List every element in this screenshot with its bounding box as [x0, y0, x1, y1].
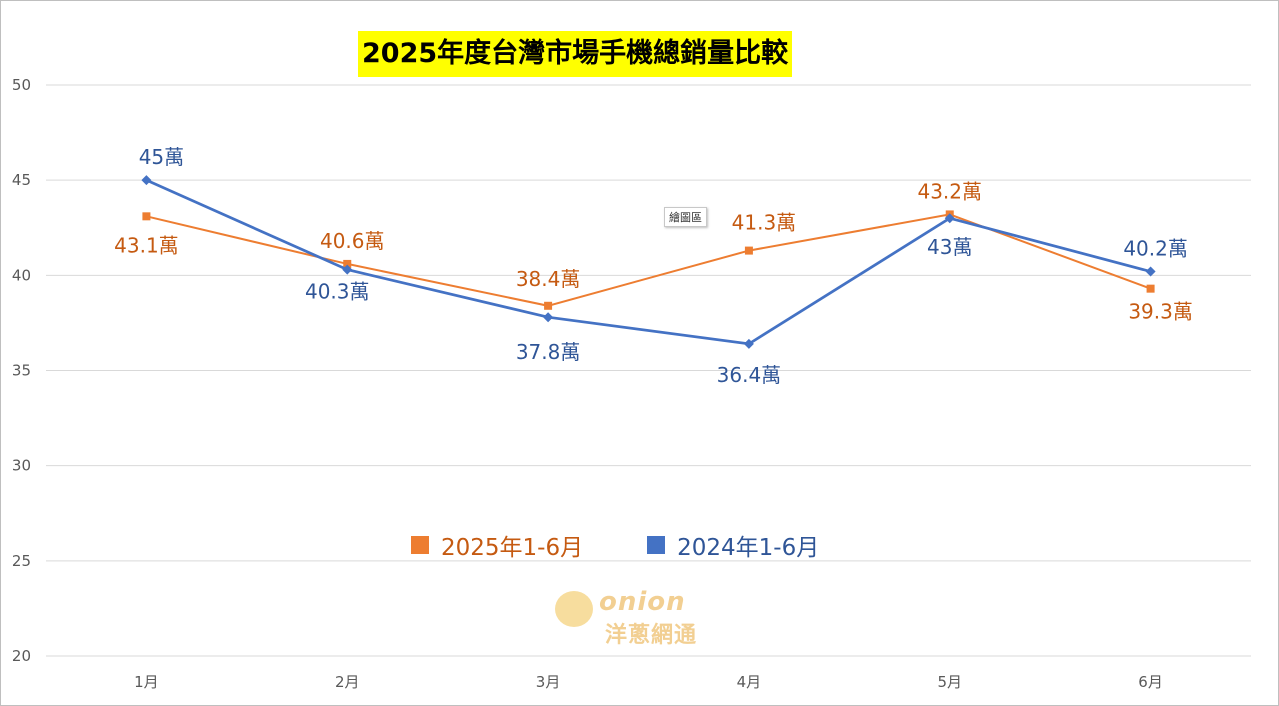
data-point [1145, 266, 1156, 277]
y-tick-label: 25 [12, 552, 31, 570]
data-label: 40.3萬 [305, 280, 370, 304]
data-point [343, 259, 352, 268]
y-tick-label: 40 [12, 266, 31, 284]
data-point [744, 246, 753, 255]
series-line-2025 [146, 213, 1151, 307]
legend-label-2024: 2024年1-6月 [677, 535, 820, 561]
chart-title: 2025年度台灣市場手機總銷量比較 [358, 31, 793, 77]
data-label: 37.8萬 [516, 340, 581, 364]
data-point [142, 212, 151, 221]
series-line-2024 [145, 178, 1151, 346]
data-label: 45萬 [139, 145, 184, 169]
x-tick-label: 1月 [134, 673, 159, 691]
legend-swatch-2025 [411, 536, 429, 554]
y-tick-label: 45 [12, 171, 31, 189]
plot-area-tooltip: 繪圖區 [664, 207, 707, 227]
data-point [543, 312, 554, 323]
data-point [544, 301, 553, 310]
chart-legend: 2025年1-6月 2024年1-6月 [411, 528, 819, 562]
legend-swatch-2024 [647, 536, 666, 554]
data-label: 36.4萬 [717, 363, 782, 387]
onion-mascot-icon [555, 591, 593, 627]
y-tick-label: 30 [12, 457, 31, 475]
data-label: 40.2萬 [1123, 237, 1188, 261]
data-point [342, 264, 353, 275]
legend-label-2025: 2025年1-6月 [441, 535, 584, 561]
x-tick-label: 2月 [335, 673, 360, 691]
data-label: 38.4萬 [516, 267, 581, 291]
data-point [944, 213, 955, 224]
data-point [141, 175, 152, 186]
data-label: 43萬 [927, 235, 972, 259]
data-label: 39.3萬 [1128, 300, 1193, 324]
legend-item-2025[interactable]: 2025年1-6月 [411, 528, 583, 562]
y-tick-label: 20 [12, 647, 31, 665]
x-tick-label: 5月 [937, 673, 962, 691]
watermark-text-zh: 洋蔥網通 [605, 623, 698, 648]
data-label: 41.3萬 [732, 211, 797, 235]
x-tick-label: 6月 [1138, 673, 1163, 691]
x-tick-label: 4月 [737, 673, 762, 691]
data-label: 40.6萬 [320, 229, 385, 253]
watermark-text-en: onion [599, 587, 686, 617]
onion-watermark-logo: onion 洋蔥網通 [553, 587, 723, 649]
legend-item-2024[interactable]: 2024年1-6月 [647, 528, 819, 562]
y-tick-label: 50 [12, 76, 31, 94]
data-label: 43.2萬 [917, 179, 982, 203]
data-point [743, 338, 754, 349]
data-point [1146, 284, 1155, 293]
data-label: 43.1萬 [114, 233, 179, 257]
y-tick-label: 35 [12, 362, 31, 380]
x-tick-label: 3月 [536, 673, 561, 691]
